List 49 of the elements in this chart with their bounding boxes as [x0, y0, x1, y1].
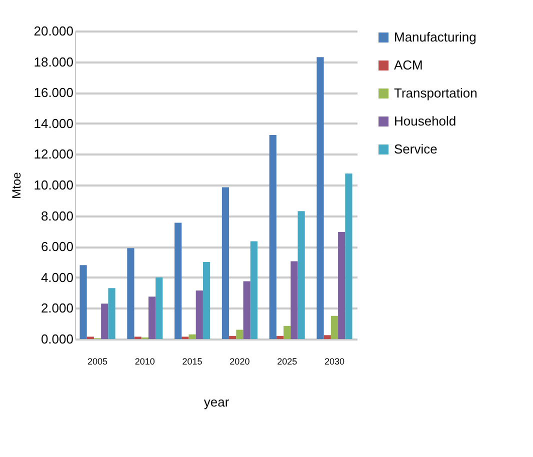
bar [229, 336, 236, 339]
y-tick-label: 16.000 [34, 85, 74, 100]
y-tick-label: 12.000 [34, 146, 74, 162]
y-axis-title: Mtoe [10, 172, 24, 199]
y-tick-label: 4.000 [40, 270, 74, 285]
bar [276, 336, 284, 339]
bar [298, 211, 305, 339]
y-tick-label: 14.000 [34, 116, 74, 131]
bar [80, 265, 87, 339]
bar [316, 57, 324, 339]
bar [101, 304, 108, 339]
bar [243, 281, 250, 339]
x-tick-label: 2005 [87, 356, 108, 366]
bar [222, 187, 230, 339]
legend-label: Household [394, 114, 456, 128]
y-tick-label: 18.000 [34, 54, 74, 70]
bar [330, 316, 338, 339]
legend-label: ACM [394, 58, 423, 72]
bar [148, 296, 156, 339]
bar [290, 261, 298, 339]
y-tick-label: 0.000 [40, 332, 74, 346]
x-tick-label: 2030 [324, 356, 345, 366]
bar [324, 335, 331, 339]
bar [338, 232, 346, 339]
x-tick-label: 2015 [182, 356, 202, 366]
y-tick-label: 20.000 [34, 24, 74, 38]
legend-label: Manufacturing [394, 30, 476, 44]
bar [202, 262, 210, 339]
legend-label: Transportation [394, 86, 478, 100]
bar [108, 288, 116, 339]
legend-label: Service [394, 142, 438, 156]
x-tick-label: 2010 [134, 356, 155, 366]
bar [269, 134, 276, 339]
x-tick-label: 2020 [230, 356, 250, 366]
bar [127, 248, 134, 339]
bar [156, 277, 163, 339]
y-tick-label: 8.000 [40, 208, 74, 224]
x-axis-title: year [204, 394, 230, 410]
bar [236, 330, 244, 339]
y-tick-label: 2.000 [40, 300, 74, 316]
x-tick-label: 2025 [277, 356, 298, 366]
bar [174, 222, 182, 339]
y-tick-label: 10.000 [34, 178, 74, 192]
bar [284, 326, 291, 339]
bar [188, 334, 196, 339]
y-tick-label: 6.000 [40, 239, 74, 254]
bar [196, 290, 203, 339]
bar [345, 173, 352, 339]
bar [250, 241, 258, 339]
